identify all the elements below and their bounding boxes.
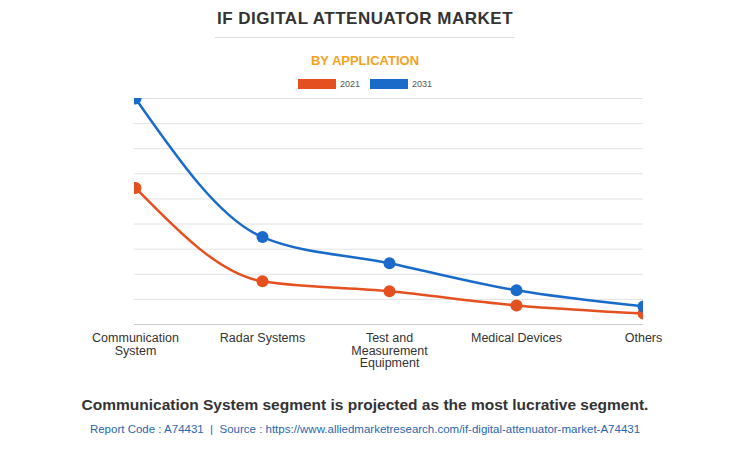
html-text:Report Code : A74431 | Source: Report Code : A74431 | Source : https://… xyxy=(89,423,641,435)
html-text:IF DIGITAL ATTENUATOR MARKET: IF DIGITAL ATTENUATOR MARKET xyxy=(217,9,513,28)
html-text:BY APPLICATION: BY APPLICATION xyxy=(310,53,419,68)
svg-text:Test andMeasurementEquipment: Test andMeasurementEquipment xyxy=(351,331,428,370)
svg-text:Medical Devices: Medical Devices xyxy=(471,331,562,345)
svg-text:Others: Others xyxy=(625,331,663,345)
svg-text:CommunicationSystem: CommunicationSystem xyxy=(92,331,179,358)
html-text:Communication System segment i: Communication System segment is projecte… xyxy=(81,396,649,413)
svg-text:Radar Systems: Radar Systems xyxy=(220,331,305,345)
html-text:2021: 2021 xyxy=(340,79,360,89)
html-text:2031: 2031 xyxy=(412,79,432,89)
